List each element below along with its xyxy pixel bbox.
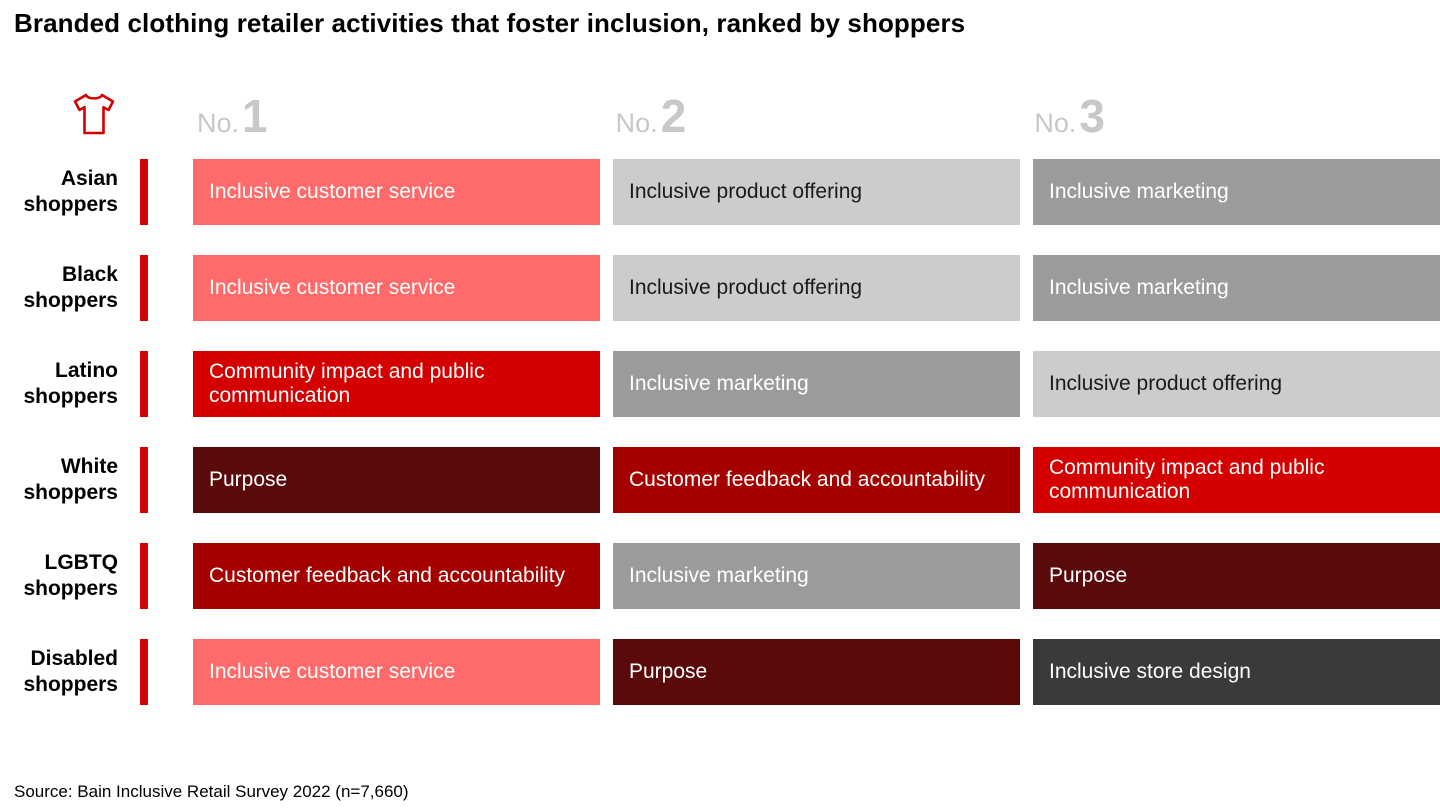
row-white-shoppers: White shoppers Purpose Customer feedback…: [0, 447, 1440, 513]
row-accent-bar: [140, 639, 148, 705]
rank-cell: Inclusive customer service: [193, 255, 600, 321]
rank-prefix: No.: [615, 108, 658, 138]
rank-cell: Inclusive store design: [1033, 639, 1440, 705]
row-accent-bar: [140, 447, 148, 513]
page-title: Branded clothing retailer activities tha…: [14, 8, 966, 38]
row-cells: Inclusive customer service Inclusive pro…: [193, 255, 1440, 321]
rank-cell: Community impact and public communicatio…: [193, 351, 600, 417]
rank-cell: Purpose: [613, 639, 1020, 705]
rank-cell: Inclusive product offering: [613, 159, 1020, 225]
rank-number: 1: [242, 90, 268, 142]
row-label: Disabled shoppers: [23, 647, 118, 696]
rank-cell: Community impact and public communicatio…: [1033, 447, 1440, 513]
column-header-no3: No. 3: [1034, 90, 1440, 142]
row-label: Asian shoppers: [23, 167, 118, 216]
row-accent-bar: [140, 351, 148, 417]
row-cells: Customer feedback and accountability Inc…: [193, 543, 1440, 609]
rank-cell: Inclusive customer service: [193, 639, 600, 705]
row-accent-bar: [140, 159, 148, 225]
rank-cell: Inclusive product offering: [1033, 351, 1440, 417]
rank-cell: Purpose: [193, 447, 600, 513]
row-accent-bar: [140, 255, 148, 321]
rank-cell: Customer feedback and accountability: [613, 447, 1020, 513]
row-cells: Community impact and public communicatio…: [193, 351, 1440, 417]
rank-cell: Inclusive marketing: [1033, 159, 1440, 225]
ranking-table: No. 1 No. 2 No. 3 Asian shoppers Inclusive …: [0, 81, 1440, 705]
rank-cell: Purpose: [1033, 543, 1440, 609]
rank-prefix: No.: [197, 108, 240, 138]
row-lgbtq-shoppers: LGBTQ shoppers Customer feedback and acc…: [0, 543, 1440, 609]
rank-cell: Inclusive customer service: [193, 159, 600, 225]
rank-number: 2: [660, 90, 687, 142]
column-header-no2: No. 2: [615, 90, 1022, 142]
row-black-shoppers: Black shoppers Inclusive customer servic…: [0, 255, 1440, 321]
row-label: White shoppers: [23, 455, 118, 504]
rank-cell: Inclusive marketing: [613, 543, 1020, 609]
row-cells: Inclusive customer service Purpose Inclu…: [193, 639, 1440, 705]
rank-prefix: No.: [1034, 108, 1077, 138]
row-label: Latino shoppers: [23, 359, 118, 408]
column-header-no1: No. 1: [197, 90, 603, 142]
source-note: Source: Bain Inclusive Retail Survey 202…: [14, 782, 409, 801]
header-row: No. 1 No. 2 No. 3: [0, 81, 1440, 139]
row-cells: Purpose Customer feedback and accountabi…: [193, 447, 1440, 513]
row-asian-shoppers: Asian shoppers Inclusive customer servic…: [0, 159, 1440, 225]
rank-cell: Inclusive product offering: [613, 255, 1020, 321]
header-cells: No. 1 No. 2 No. 3: [197, 90, 1440, 142]
tshirt-icon: [0, 89, 122, 139]
rank-cell: Customer feedback and accountability: [193, 543, 600, 609]
row-label: Black shoppers: [23, 263, 118, 312]
row-label: LGBTQ shoppers: [23, 551, 118, 600]
row-disabled-shoppers: Disabled shoppers Inclusive customer ser…: [0, 639, 1440, 705]
rank-cell: Inclusive marketing: [1033, 255, 1440, 321]
rank-cell: Inclusive marketing: [613, 351, 1020, 417]
row-cells: Inclusive customer service Inclusive pro…: [193, 159, 1440, 225]
row-latino-shoppers: Latino shoppers Community impact and pub…: [0, 351, 1440, 417]
row-accent-bar: [140, 543, 148, 609]
rank-number: 3: [1079, 90, 1105, 142]
